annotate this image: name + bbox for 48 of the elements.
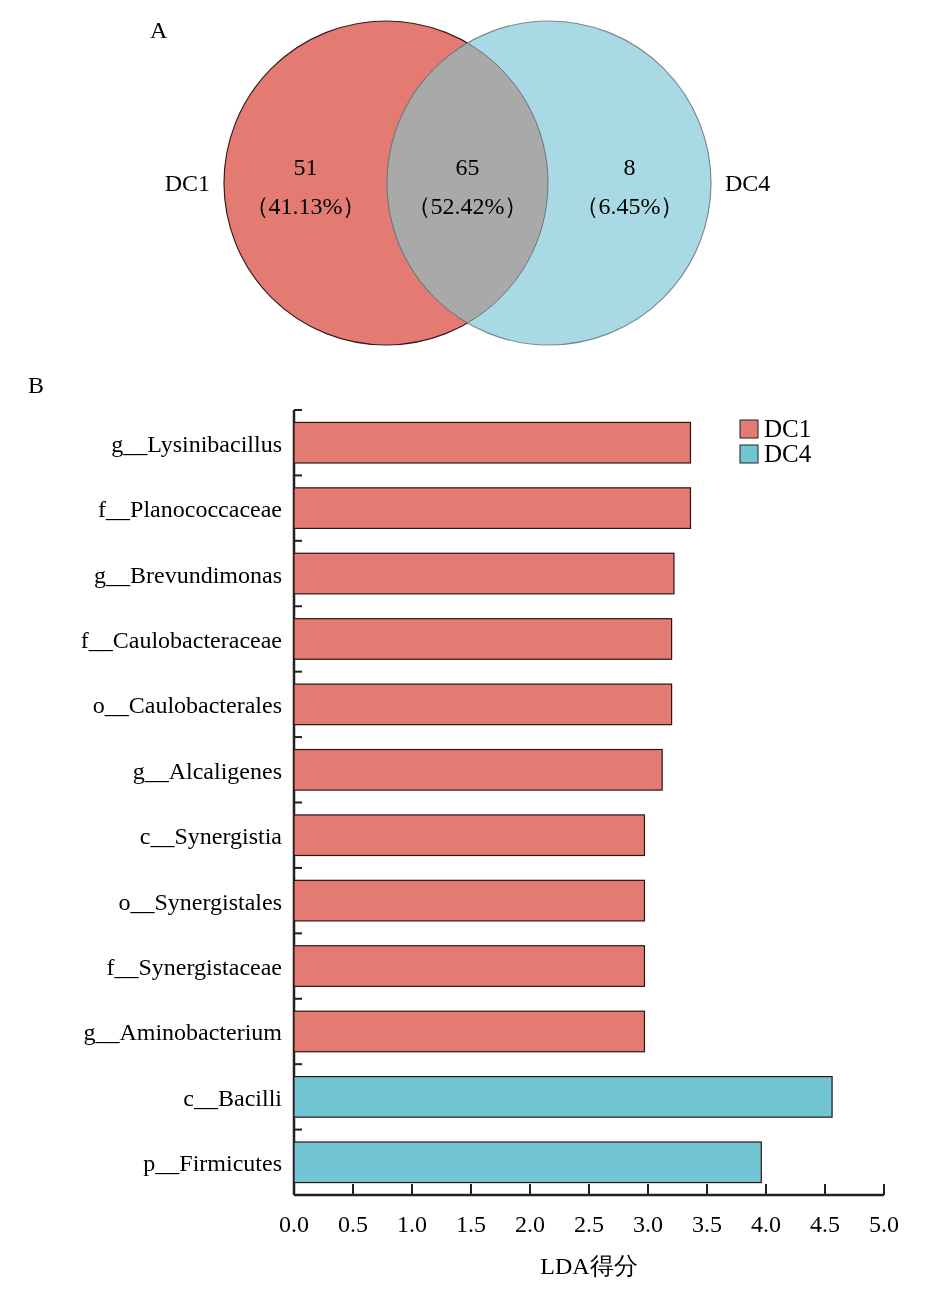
x-tick-label: 1.5 — [456, 1211, 486, 1237]
bar — [293, 683, 673, 726]
data-label: 51 — [293, 154, 318, 180]
x-tick-label: 0.5 — [338, 1211, 368, 1237]
y-tick-label: f__Planococcaceae — [98, 496, 282, 523]
x-tick-label: 4.5 — [810, 1211, 840, 1237]
x-tick-label: 2.5 — [574, 1211, 604, 1237]
y-tick-label: f__Synergistaceae — [106, 954, 282, 981]
data-label: 65 — [455, 154, 480, 180]
bar — [293, 618, 673, 660]
x-tick-label: 1.0 — [397, 1211, 427, 1237]
y-tick-label: c__Bacilli — [183, 1084, 283, 1111]
text: DC1 — [164, 170, 210, 196]
y-tick-label: g__Lysinibacillus — [111, 430, 282, 457]
legend-label: DC4 — [764, 440, 812, 467]
bar — [293, 552, 675, 595]
x-axis-title: LDA得分 — [540, 1253, 638, 1279]
text: DC4 — [725, 170, 771, 196]
x-tick-label: 0.0 — [279, 1211, 309, 1237]
bar — [293, 1141, 762, 1184]
y-tick-label: o__Synergistales — [118, 888, 282, 915]
y-tick-label: g__Alcaligenes — [132, 757, 282, 784]
x-tick-label: 3.5 — [692, 1211, 722, 1237]
x-tick-label: 3.0 — [633, 1211, 663, 1237]
x-tick-label: 4.0 — [751, 1211, 781, 1237]
bar — [293, 487, 692, 529]
bar — [293, 945, 646, 987]
bar — [293, 748, 663, 791]
bar — [293, 1010, 646, 1053]
x-tick-label: 2.0 — [515, 1211, 545, 1237]
bar — [293, 1076, 833, 1118]
text: （6.45%） — [574, 193, 685, 219]
text: （41.13%） — [244, 193, 367, 219]
legend-label: DC1 — [764, 415, 812, 442]
data-label: 8 — [623, 154, 636, 180]
bar — [293, 879, 646, 922]
text: B — [28, 372, 45, 398]
y-tick-label: c__Synergistia — [139, 823, 283, 850]
y-tick-label: o__Caulobacterales — [92, 692, 282, 719]
text: A — [150, 17, 168, 43]
y-tick-label: g__Brevundimonas — [94, 561, 282, 588]
x-tick-label: 5.0 — [869, 1211, 899, 1237]
bar — [293, 421, 692, 464]
y-tick-label: f__Caulobacteraceae — [80, 626, 282, 653]
y-tick-label: g__Aminobacterium — [83, 1019, 283, 1046]
text: （52.42%） — [406, 193, 529, 219]
bar — [293, 814, 646, 857]
y-tick-label: p__Firmicutes — [143, 1150, 282, 1177]
